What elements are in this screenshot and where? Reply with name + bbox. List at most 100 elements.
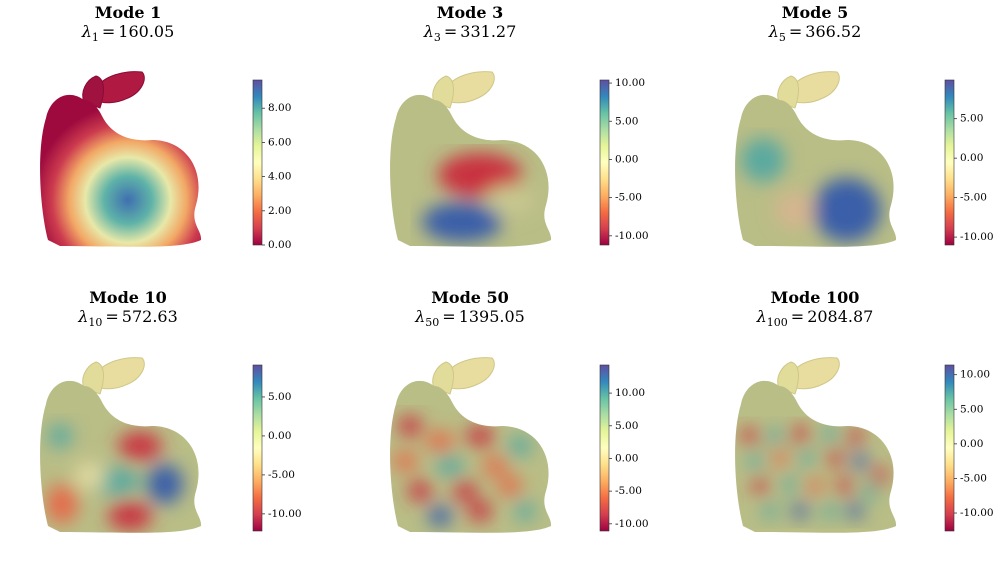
mode-blob — [847, 428, 863, 444]
colorbar-tick-label: 0.00 — [268, 430, 291, 442]
eigenvalue: 160.05 — [118, 22, 174, 41]
panel: Mode 3λ3 = 331.27 -10.00 -5.00 0.00 5.00 10.00 — [390, 3, 649, 247]
subscript: 5 — [779, 31, 786, 44]
symbol: λ — [768, 22, 779, 41]
mesh — [735, 357, 897, 533]
panel-title: Mode 1 — [95, 3, 161, 22]
colorbar-tick-label: 2.00 — [268, 205, 291, 217]
eigenvalue: 331.27 — [460, 22, 516, 41]
colorbar-tick-label: -5.00 — [960, 192, 987, 204]
colorbar-tick-label: 5.00 — [960, 403, 983, 415]
mesh — [735, 71, 897, 247]
colorbar — [252, 364, 263, 532]
mesh — [390, 357, 552, 533]
colorbar-tick-label: -10.00 — [615, 230, 649, 242]
mode-blob — [807, 478, 823, 494]
mode-blob — [762, 503, 778, 519]
mode-blob — [426, 431, 454, 451]
colorbar-tick-label: 0.00 — [615, 153, 638, 165]
mode-blob — [422, 202, 502, 242]
mode-blob — [822, 503, 838, 519]
colorbar-tick-label: -5.00 — [615, 192, 642, 204]
symbol: λ — [414, 307, 425, 326]
mode-blob — [741, 138, 785, 182]
symbol: λ — [81, 22, 92, 41]
eigenvalue-label: λ10 = 572.63 — [77, 307, 178, 329]
mesh-ear — [82, 361, 104, 395]
panel-title: Mode 50 — [431, 288, 509, 307]
panel-title: Mode 3 — [437, 3, 503, 22]
mesh-ear — [82, 75, 104, 109]
mode-blob — [847, 503, 863, 519]
equals: = — [789, 22, 802, 41]
eigenvalue: 2084.87 — [807, 307, 873, 326]
colorbar-tick-label: 0.00 — [268, 239, 291, 251]
symbol: λ — [756, 307, 767, 326]
mode-blob — [515, 501, 535, 521]
eigenvalue-label: λ5 = 366.52 — [768, 22, 862, 44]
colorbar-tick-label: 8.00 — [268, 102, 291, 114]
colorbar-tick-label: 4.00 — [268, 171, 291, 183]
eigenvalue-label: λ3 = 331.27 — [423, 22, 517, 44]
equals: = — [444, 22, 457, 41]
mesh-ear — [790, 357, 840, 390]
mesh-ear — [777, 75, 799, 109]
mode-blob — [468, 501, 492, 521]
colorbar — [944, 79, 955, 246]
equals: = — [102, 22, 115, 41]
mode-blob — [46, 484, 78, 524]
mode-blob — [767, 428, 783, 444]
colorbar — [944, 364, 955, 532]
panels: Mode 1λ1 = 160.050.002.004.006.008.00Mode … — [40, 3, 994, 533]
colorbar-tick-label: -5.00 — [615, 485, 642, 497]
mode-blob — [782, 476, 798, 492]
colorbar-tick-label: 0.00 — [960, 152, 983, 164]
mode-blob — [837, 478, 853, 494]
colorbar-tick-label: -10.00 — [960, 231, 994, 243]
panel: Mode 5λ5 = 366.52 -10.00 -5.00 0.00 5.00 — [735, 3, 994, 247]
mesh-pattern — [46, 424, 183, 530]
colorbar-tick-label: 5.00 — [268, 391, 291, 403]
colorbar-tick-label: 6.00 — [268, 136, 291, 148]
mode-blob — [108, 502, 152, 530]
colorbar-tick-label: -5.00 — [268, 469, 295, 481]
panel-title: Mode 5 — [782, 3, 848, 22]
equals: = — [442, 307, 455, 326]
colorbar-tick-label: 5.00 — [615, 420, 638, 432]
mesh-ear — [790, 71, 840, 104]
mode-blob — [791, 426, 809, 442]
subscript: 10 — [88, 316, 102, 329]
mode-blob — [852, 453, 868, 469]
mesh-ear — [445, 71, 495, 104]
colorbar-tick-label: -5.00 — [960, 472, 987, 484]
mode-blob — [741, 428, 759, 444]
mesh-body — [735, 380, 897, 533]
mesh-ear — [432, 75, 454, 109]
mode-blob — [147, 464, 183, 504]
colorbar-tick-label: 5.00 — [960, 113, 983, 125]
mesh-pattern — [741, 426, 887, 519]
equals: = — [791, 307, 804, 326]
colorbar — [252, 79, 263, 246]
mode-blob — [827, 450, 843, 466]
mesh-ear — [777, 361, 799, 395]
mesh-pattern-blur — [741, 426, 887, 519]
mode-blob — [74, 462, 106, 490]
colorbar-tick-label: 10.00 — [960, 369, 990, 381]
mode-blob — [813, 178, 881, 242]
colorbar-tick-label: -10.00 — [615, 518, 649, 530]
mode-blob — [822, 426, 838, 442]
panel: Mode 1λ1 = 160.05 0.00 2.00 4.00 6.00 8.00 — [40, 3, 291, 251]
mode-blob — [453, 481, 477, 501]
subscript: 1 — [92, 31, 99, 44]
mesh-pattern — [393, 416, 535, 526]
colorbar-tick-label: -10.00 — [268, 508, 302, 520]
mode-blob — [752, 478, 768, 494]
mesh-ear — [95, 357, 145, 390]
mode-blob — [408, 481, 432, 501]
mode-blob — [48, 424, 72, 448]
mode-blob — [393, 451, 417, 471]
eigenvalue-label: λ50 = 1395.05 — [414, 307, 525, 329]
